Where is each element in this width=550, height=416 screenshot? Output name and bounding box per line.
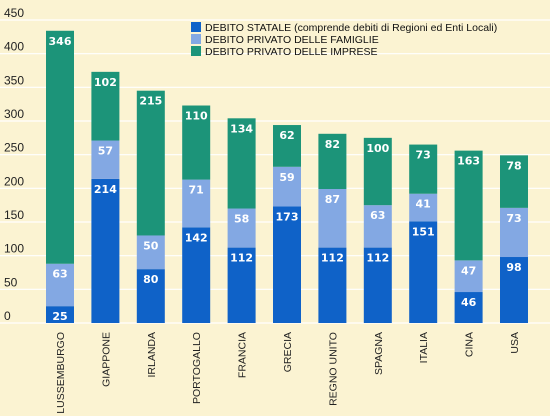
- data-label: 73: [416, 149, 431, 162]
- data-label: 102: [94, 76, 117, 89]
- bar-segment: [318, 247, 347, 323]
- data-label: 112: [366, 252, 389, 265]
- bar-segment: [136, 90, 165, 236]
- legend-swatch: [191, 34, 201, 44]
- bar-segment: [500, 257, 528, 323]
- y-tick-label: 50: [4, 275, 18, 289]
- data-label: 80: [143, 273, 159, 286]
- data-label: 110: [185, 110, 208, 123]
- bar-segment: [91, 140, 120, 179]
- data-label: 58: [234, 213, 249, 226]
- y-tick-label: 400: [4, 40, 24, 54]
- legend: DEBITO STATALE (comprende debiti di Regi…: [191, 22, 497, 58]
- x-tick-label: PORTOGALLO: [191, 332, 203, 404]
- bar-segment: [318, 133, 347, 190]
- x-axis: LUSSEMBURGO GIAPPONE IRLANDA PORTOGALLO FRAN…: [55, 332, 521, 414]
- data-label: 41: [416, 198, 431, 211]
- bar-segment: [227, 208, 256, 248]
- data-label: 100: [366, 142, 389, 155]
- y-tick-label: 200: [4, 174, 24, 188]
- bar-segment: [273, 206, 301, 323]
- data-label: 134: [230, 122, 253, 135]
- bar-segment: [409, 193, 438, 222]
- legend-swatch: [191, 46, 201, 56]
- bar-segment: [363, 205, 392, 248]
- y-tick-label: 100: [4, 242, 24, 256]
- data-label: 57: [98, 145, 113, 158]
- data-label: 346: [49, 35, 72, 48]
- bar-segment: [454, 150, 483, 261]
- bar-segment: [136, 235, 165, 270]
- bar-segment: [500, 155, 528, 208]
- bar-segment: [227, 247, 256, 323]
- bars: 25 63 346 214 57 102 80 50 215 142 71 110 112 58 134 17…: [46, 30, 528, 323]
- y-tick-label: 150: [4, 208, 24, 222]
- x-tick-label: GIAPPONE: [100, 332, 112, 387]
- bar-segment: [500, 207, 528, 258]
- y-axis: 0 50 100 150 200 250 300 350 400 450: [4, 6, 24, 323]
- data-label: 78: [506, 159, 521, 172]
- data-label: 50: [143, 239, 159, 252]
- legend-swatch: [191, 22, 201, 32]
- data-label: 214: [94, 183, 117, 196]
- data-label: 25: [52, 310, 67, 323]
- data-label: 73: [506, 212, 521, 225]
- x-tick-label: IRLANDA: [146, 332, 158, 378]
- x-tick-label: SPAGNA: [373, 332, 385, 375]
- bar-segment: [363, 137, 392, 206]
- x-tick-label: CINA: [464, 332, 476, 357]
- data-label: 112: [321, 252, 344, 265]
- bar-segment: [91, 71, 120, 141]
- x-tick-label: LUSSEMBURGO: [55, 332, 67, 414]
- data-label: 163: [457, 155, 480, 168]
- bar-segment: [318, 189, 347, 248]
- bar-segment: [409, 144, 438, 194]
- data-label: 62: [279, 129, 294, 142]
- data-label: 87: [325, 193, 340, 206]
- y-tick-label: 350: [4, 73, 24, 87]
- bar-segment: [454, 292, 483, 323]
- bar-segment: [182, 227, 211, 323]
- bar-segment: [454, 260, 483, 293]
- data-label: 46: [461, 296, 477, 309]
- bar-segment: [182, 105, 211, 180]
- bar-segment: [91, 178, 120, 323]
- bar-segment: [227, 118, 256, 209]
- data-label: 98: [506, 261, 521, 274]
- x-tick-label: REGNO UNITO: [327, 332, 339, 406]
- bar-segment: [363, 247, 392, 323]
- data-label: 59: [279, 171, 294, 184]
- bar-segment: [273, 125, 301, 167]
- y-tick-label: 450: [4, 6, 24, 20]
- legend-label: DEBITO STATALE (comprende debiti di Regi…: [205, 22, 497, 34]
- y-tick-label: 250: [4, 141, 24, 155]
- legend-label: DEBITO PRIVATO DELLE IMPRESE: [205, 46, 378, 58]
- x-tick-label: FRANCIA: [237, 332, 249, 378]
- bar-segment: [46, 263, 74, 307]
- bar-segment: [409, 221, 438, 323]
- x-tick-label: USA: [509, 332, 521, 354]
- bar-segment: [46, 306, 74, 323]
- data-label: 151: [412, 225, 435, 238]
- data-label: 112: [230, 252, 253, 265]
- bar-segment: [182, 179, 211, 228]
- legend-label: DEBITO PRIVATO DELLE FAMIGLIE: [205, 34, 379, 46]
- data-label: 82: [325, 138, 340, 151]
- data-label: 142: [185, 231, 208, 244]
- y-tick-label: 0: [4, 309, 11, 323]
- data-label: 173: [276, 211, 299, 224]
- y-tick-label: 300: [4, 107, 24, 121]
- data-label: 63: [370, 209, 385, 222]
- data-label: 47: [461, 264, 476, 277]
- bar-segment: [136, 269, 165, 323]
- bar-segment: [273, 166, 301, 207]
- bar-segment: [46, 30, 74, 264]
- data-label: 215: [139, 95, 162, 108]
- x-tick-label: GRECIA: [282, 332, 294, 372]
- x-tick-label: ITALIA: [418, 332, 430, 363]
- data-label: 71: [189, 184, 204, 197]
- data-label: 63: [52, 268, 67, 281]
